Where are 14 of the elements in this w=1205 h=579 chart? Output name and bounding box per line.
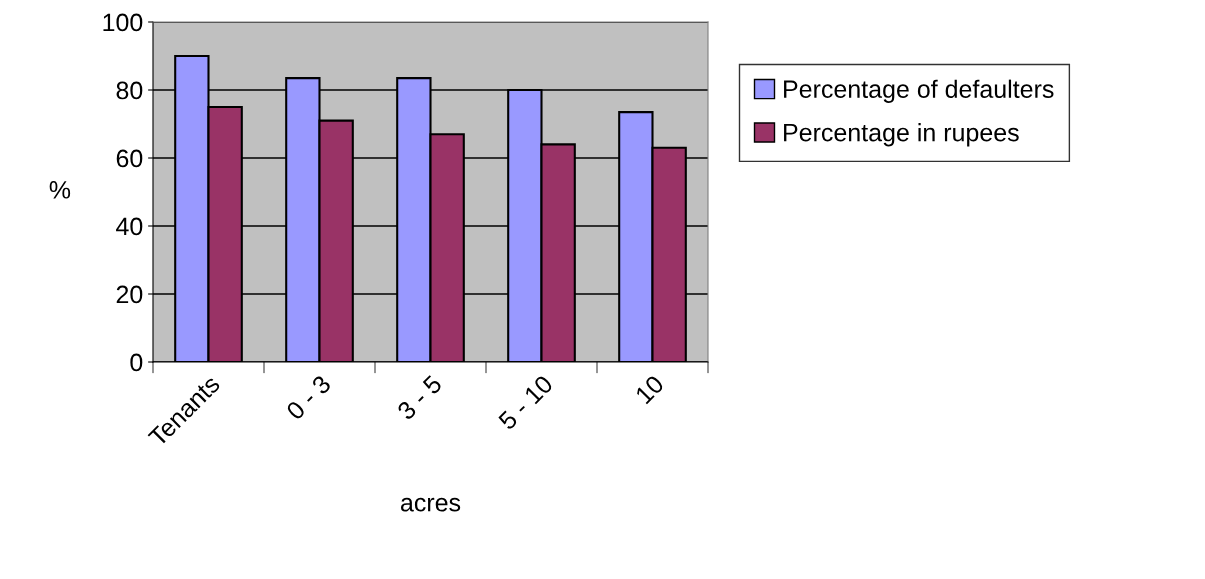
x-axis-title: acres: [401, 497, 461, 512]
y-tick-label: 100: [103, 13, 143, 32]
x-tick-label: 5 - 10: [497, 374, 554, 431]
x-tick-label: 10: [634, 374, 665, 405]
y-axis-title: %: [49, 181, 71, 199]
y-tick-label: 60: [116, 149, 143, 168]
legend-label: Percentage in rupees: [784, 123, 1019, 147]
x-tick-label: 0 - 3: [285, 374, 332, 421]
y-tick-label: 20: [116, 285, 143, 304]
y-tick-label: 80: [116, 81, 143, 100]
y-tick-label: 0: [130, 353, 143, 372]
legend-label: Percentage of defaulters: [784, 79, 1054, 103]
x-tick-label: 3 - 5: [396, 374, 443, 421]
y-tick-label: 40: [116, 217, 143, 236]
